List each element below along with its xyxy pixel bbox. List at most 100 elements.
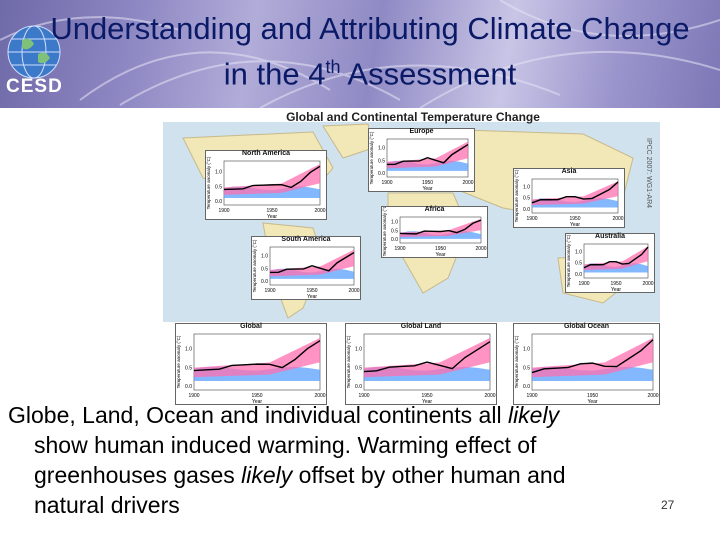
caption-line-4: natural drivers [34, 492, 180, 518]
caption-line-1: Globe, Land, Ocean and individual contin… [8, 400, 698, 430]
panel-global: 1900 1950 2000 Year 0.0 0.5 1.0 Temperature ano… [175, 323, 327, 405]
panel-plot-south-america: 1900 1950 2000 Year 0.0 0.5 1.0 Temperature ano… [252, 239, 360, 299]
observed-line [531, 181, 619, 204]
panel-plot-global-ocean: 1900 1950 2000 Year 0.0 0.5 1.0 Temperature ano… [514, 333, 659, 404]
temperature-change-figure: Global and Continental Temperature Chang… [163, 108, 660, 408]
y-tick-label: 0.0 [261, 279, 268, 285]
y-tick-label: 0.5 [215, 184, 222, 190]
x-axis-label: Year [611, 287, 621, 292]
panel-title-global-land: Global Land [400, 323, 442, 330]
y-axis-label: Temperature anomaly (°C) [252, 239, 257, 292]
x-tick-label: 1950 [251, 393, 262, 399]
y-tick-label: 0.5 [355, 365, 362, 371]
title-line-2-sup: th [325, 57, 341, 77]
panel-title-south-america: South America [281, 236, 331, 243]
x-tick-label: 1950 [610, 281, 621, 287]
x-axis-label: Year [267, 214, 277, 219]
x-tick-label: 2000 [484, 393, 495, 399]
ipcc-source-tag: IPCC 2007: WG1-AR4 [645, 138, 652, 209]
panel-global-ocean: 1900 1950 2000 Year 0.0 0.5 1.0 Temperature ano… [513, 323, 660, 405]
x-tick-label: 1900 [381, 180, 392, 186]
panel-title-global-ocean: Global Ocean [563, 323, 610, 330]
x-axis-label: Year [422, 399, 432, 404]
caption-line-3: greenhouses gases likely offset by other… [8, 460, 698, 490]
slide-header: CESD Understanding and Attributing Clima… [0, 0, 720, 108]
panel-title-north-america: North America [242, 150, 290, 157]
y-axis-label: Temperature anomaly (°C) [206, 156, 211, 209]
x-tick-label: 1950 [569, 216, 580, 222]
y-tick-label: 0.5 [523, 196, 530, 202]
x-tick-label: 1900 [358, 393, 369, 399]
y-tick-label: 1.0 [523, 184, 530, 190]
y-tick-label: 0.5 [575, 261, 582, 267]
page-number: 27 [661, 498, 675, 512]
x-tick-label: 2000 [314, 393, 325, 399]
x-tick-label: 1950 [421, 393, 432, 399]
x-tick-label: 2000 [647, 393, 658, 399]
panel-plot-global-land: 1900 1950 2000 Year 0.0 0.5 1.0 Temperature ano… [346, 333, 496, 404]
panel-plot-asia: 1900 1950 2000 Year 0.0 0.5 1.0 Temperature ano… [514, 169, 624, 227]
y-tick-label: 0.5 [523, 365, 530, 371]
y-tick-label: 1.0 [215, 170, 222, 176]
y-tick-label: 1.0 [378, 146, 385, 152]
panel-title-europe: Europe [409, 128, 434, 135]
panel-global-land: 1900 1950 2000 Year 0.0 0.5 1.0 Temperature ano… [345, 323, 497, 405]
x-axis-label: Year [587, 399, 597, 404]
y-tick-label: 0.0 [215, 199, 222, 205]
y-tick-label: 1.0 [355, 347, 362, 353]
y-tick-label: 0.5 [391, 228, 398, 234]
y-tick-label: 1.0 [575, 249, 582, 255]
panel-plot-africa: 1900 1950 2000 Year 0.0 0.5 1.0 Temperature ano… [382, 207, 487, 257]
panel-title-global: Global [240, 323, 262, 330]
observed-line [531, 339, 654, 374]
x-tick-label: 1950 [306, 288, 317, 294]
caption-line-1-emphasis: likely [507, 402, 560, 428]
panel-plot-europe: 1900 1950 2000 Year 0.0 0.5 1.0 Temperature ano… [369, 131, 474, 191]
caption-line-3-text-a: greenhouses gases [34, 462, 242, 488]
y-tick-label: 1.0 [523, 347, 530, 353]
x-axis-label: Year [422, 186, 432, 191]
y-axis-label: Temperature anomaly (°C) [369, 131, 374, 184]
figure-title: Global and Continental Temperature Chang… [286, 110, 540, 124]
x-tick-label: 1900 [264, 288, 275, 294]
x-axis-label: Year [435, 252, 445, 257]
slide-title: Understanding and Attributing Climate Ch… [30, 10, 710, 93]
x-tick-label: 2000 [314, 208, 325, 214]
y-axis-label: Temperature anomaly (°C) [514, 169, 519, 222]
x-tick-label: 2000 [612, 216, 623, 222]
y-tick-label: 0.0 [355, 384, 362, 390]
observed-line [269, 251, 355, 274]
y-axis-label: Temperature anomaly (°C) [566, 234, 571, 287]
y-tick-label: 0.0 [575, 272, 582, 278]
panel-plot-australia: 1900 1950 2000 Year 0.0 0.5 1.0 Temperature ano… [566, 234, 654, 292]
observed-line [363, 341, 491, 373]
y-tick-label: 1.0 [261, 254, 268, 260]
panel-asia: 1900 1950 2000 Year 0.0 0.5 1.0 Temperature ano… [513, 168, 625, 228]
x-tick-label: 1900 [218, 208, 229, 214]
cesd-globe-icon [7, 25, 61, 79]
panel-south-america: 1900 1950 2000 Year 0.0 0.5 1.0 Temperature ano… [251, 236, 361, 300]
panel-australia: 1900 1950 2000 Year 0.0 0.5 1.0 Temperature ano… [565, 233, 655, 293]
cesd-logo-text: CESD [6, 76, 63, 97]
y-axis-label: Temperature anomaly (°C) [346, 335, 351, 388]
x-tick-label: 2000 [348, 288, 359, 294]
title-line-1: Understanding and Attributing Climate Ch… [50, 11, 690, 46]
y-axis-label: Temperature anomaly (°C) [176, 335, 181, 388]
panel-plot-north-america: 1900 1950 2000 Year 0.0 0.5 1.0 Temperature ano… [206, 156, 326, 219]
title-line-2-prefix: in the 4 [223, 56, 326, 92]
caption-line-3-emphasis: likely [241, 462, 293, 488]
caption-line-3-text-b: offset by other human and [292, 462, 566, 488]
x-tick-label: 1900 [526, 216, 537, 222]
observed-line [583, 246, 649, 269]
observed-line [193, 340, 321, 372]
x-axis-label: Year [252, 399, 262, 404]
y-tick-label: 0.0 [523, 384, 530, 390]
y-tick-label: 0.5 [185, 365, 192, 371]
x-axis-label: Year [307, 294, 317, 299]
panel-plot-global: 1900 1950 2000 Year 0.0 0.5 1.0 Temperature ano… [176, 333, 326, 404]
observed-line [386, 143, 469, 166]
y-tick-label: 0.5 [261, 266, 268, 272]
panel-europe: 1900 1950 2000 Year 0.0 0.5 1.0 Temperature ano… [368, 128, 475, 192]
x-tick-label: 1950 [422, 180, 433, 186]
y-axis-label: Temperature anomaly (°C) [382, 207, 387, 256]
